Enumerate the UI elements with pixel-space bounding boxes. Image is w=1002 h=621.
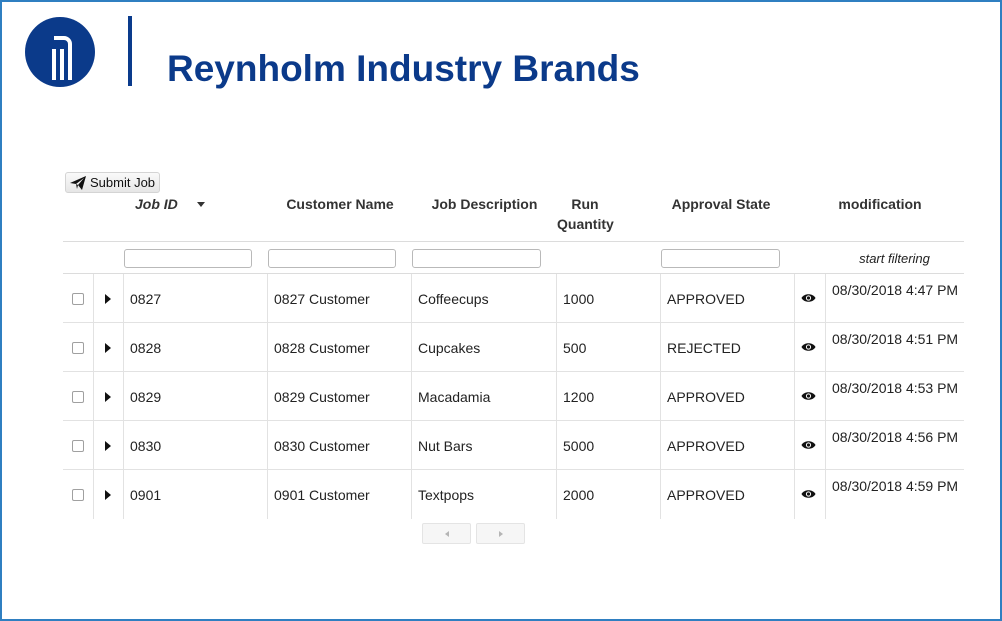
view-eye-icon[interactable] xyxy=(801,439,816,451)
header-job-id[interactable]: Job ID xyxy=(135,196,178,212)
row-checkbox[interactable] xyxy=(72,391,84,403)
cell-modification: 08/30/2018 4:47 PM xyxy=(832,282,959,298)
view-eye-icon[interactable] xyxy=(801,488,816,500)
cell-job-id: 0827 xyxy=(130,290,162,307)
cell-customer-name: 0828 Customer xyxy=(274,339,370,356)
cell-job-id: 0901 xyxy=(130,486,162,503)
paper-plane-icon xyxy=(70,175,86,190)
cell-run-quantity: 1200 xyxy=(563,388,595,405)
chevron-left-icon xyxy=(444,530,449,537)
header-customer-name[interactable]: Customer Name xyxy=(286,196,394,212)
cell-run-quantity: 2000 xyxy=(563,486,595,503)
filter-customer-name-input[interactable] xyxy=(268,249,396,268)
view-eye-icon[interactable] xyxy=(801,390,816,402)
table-row[interactable]: 0901 0901 Customer Textpops 2000 APPROVE… xyxy=(63,470,964,519)
view-eye-icon[interactable] xyxy=(801,292,816,304)
header-modification[interactable]: modification xyxy=(838,196,922,212)
cell-modification: 08/30/2018 4:59 PM xyxy=(832,478,959,494)
cell-job-id: 0829 xyxy=(130,388,162,405)
table-row[interactable]: 0827 0827 Customer Coffeecups 1000 APPRO… xyxy=(63,274,964,323)
filter-divider xyxy=(63,273,964,274)
row-checkbox[interactable] xyxy=(72,293,84,305)
pager-prev-button[interactable] xyxy=(422,523,471,544)
cell-run-quantity: 500 xyxy=(563,339,587,356)
table-row[interactable]: 0830 0830 Customer Nut Bars 5000 APPROVE… xyxy=(63,421,964,470)
header-divider xyxy=(63,241,964,242)
cell-approval-state: APPROVED xyxy=(667,486,745,503)
modification-filter-hint[interactable]: start filtering xyxy=(859,251,930,266)
cell-job-description: Cupcakes xyxy=(418,339,481,356)
cell-run-quantity: 1000 xyxy=(563,290,595,307)
header-approval-state[interactable]: Approval State xyxy=(671,196,771,212)
pager-next-button[interactable] xyxy=(476,523,525,544)
brand-title: Reynholm Industry Brands xyxy=(167,48,640,89)
cell-customer-name: 0827 Customer xyxy=(274,290,370,307)
expand-row-icon[interactable] xyxy=(105,294,111,304)
reynholm-logo-icon xyxy=(25,17,95,87)
brand-divider xyxy=(128,16,132,86)
expand-row-icon[interactable] xyxy=(105,392,111,402)
cell-job-id: 0828 xyxy=(130,339,162,356)
filter-job-id-input[interactable] xyxy=(124,249,252,268)
submit-job-label: Submit Job xyxy=(90,175,156,190)
cell-customer-name: 0901 Customer xyxy=(274,486,370,503)
expand-row-icon[interactable] xyxy=(105,441,111,451)
expand-row-icon[interactable] xyxy=(105,343,111,353)
cell-modification: 08/30/2018 4:51 PM xyxy=(832,331,959,347)
filter-job-description-input[interactable] xyxy=(412,249,541,268)
cell-job-description: Macadamia xyxy=(418,388,491,405)
header-job-description[interactable]: Job Description xyxy=(431,196,538,212)
cell-run-quantity: 5000 xyxy=(563,437,595,454)
filter-approval-state-input[interactable] xyxy=(661,249,780,268)
cell-modification: 08/30/2018 4:56 PM xyxy=(832,429,959,445)
view-eye-icon[interactable] xyxy=(801,341,816,353)
chevron-right-icon xyxy=(498,530,503,537)
cell-approval-state: APPROVED xyxy=(667,437,745,454)
cell-customer-name: 0829 Customer xyxy=(274,388,370,405)
cell-job-description: Nut Bars xyxy=(418,437,473,454)
cell-job-id: 0830 xyxy=(130,437,162,454)
cell-job-description: Coffeecups xyxy=(418,290,489,307)
submit-job-button[interactable]: Submit Job xyxy=(65,172,161,193)
cell-approval-state: REJECTED xyxy=(667,339,741,356)
cell-modification: 08/30/2018 4:53 PM xyxy=(832,380,959,396)
cell-approval-state: APPROVED xyxy=(667,388,745,405)
row-checkbox[interactable] xyxy=(72,440,84,452)
table-row[interactable]: 0829 0829 Customer Macadamia 1200 APPROV… xyxy=(63,372,964,421)
table-row[interactable]: 0828 0828 Customer Cupcakes 500 REJECTED… xyxy=(63,323,964,372)
cell-customer-name: 0830 Customer xyxy=(274,437,370,454)
row-checkbox[interactable] xyxy=(72,342,84,354)
header-run-quantity[interactable]: Run Quantity xyxy=(557,196,614,232)
expand-row-icon[interactable] xyxy=(105,490,111,500)
row-checkbox[interactable] xyxy=(72,489,84,501)
sort-down-icon[interactable] xyxy=(197,202,205,207)
cell-job-description: Textpops xyxy=(418,486,475,503)
cell-approval-state: APPROVED xyxy=(667,290,745,307)
